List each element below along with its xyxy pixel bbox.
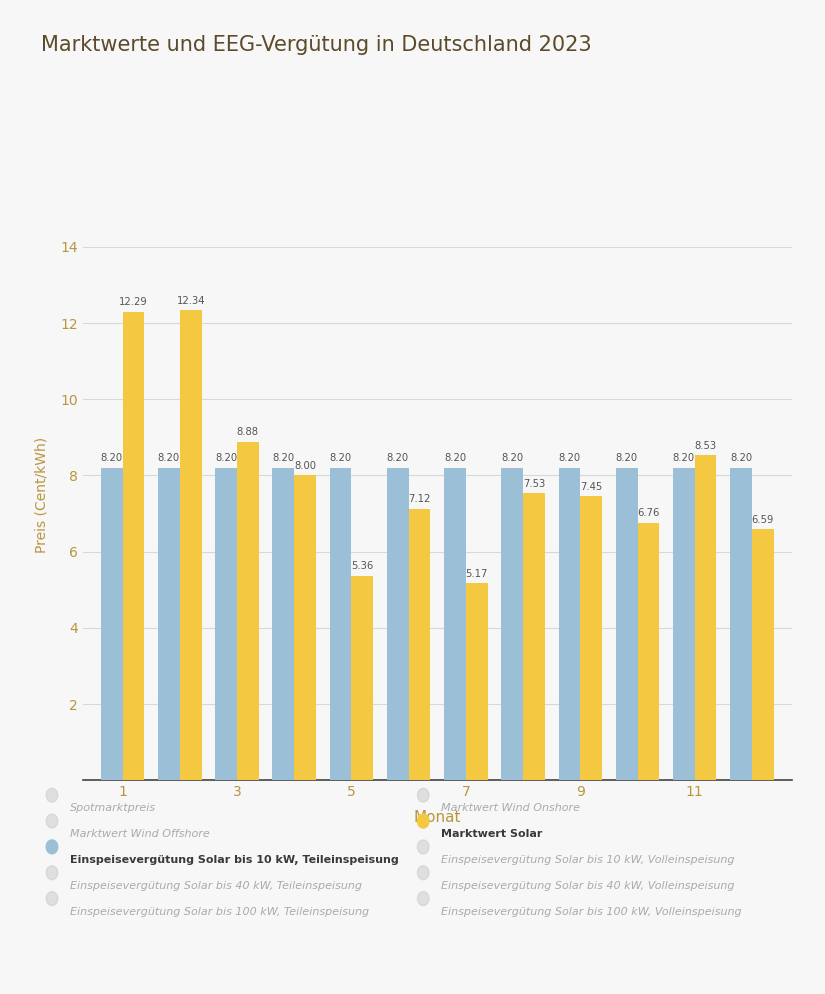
- Text: 8.20: 8.20: [673, 453, 695, 463]
- Bar: [123, 312, 144, 780]
- Bar: [752, 529, 774, 780]
- Y-axis label: Preis (Cent/kWh): Preis (Cent/kWh): [35, 436, 49, 553]
- Text: Marktwert Solar: Marktwert Solar: [441, 829, 543, 839]
- Bar: [580, 496, 602, 780]
- Text: 7.45: 7.45: [580, 482, 602, 492]
- Bar: [330, 468, 351, 780]
- Bar: [180, 310, 201, 780]
- Text: 8.20: 8.20: [329, 453, 351, 463]
- Bar: [295, 475, 316, 780]
- Text: Marktwert Wind Offshore: Marktwert Wind Offshore: [70, 829, 210, 839]
- Text: 8.20: 8.20: [272, 453, 295, 463]
- Text: 7.53: 7.53: [523, 479, 545, 489]
- Text: Einspeisevergütung Solar bis 40 kW, Volleinspeisung: Einspeisevergütung Solar bis 40 kW, Voll…: [441, 881, 735, 891]
- Bar: [387, 468, 408, 780]
- Text: 8.20: 8.20: [444, 453, 466, 463]
- Text: 8.20: 8.20: [101, 453, 123, 463]
- Text: 8.20: 8.20: [559, 453, 581, 463]
- Bar: [466, 583, 488, 780]
- Text: 6.59: 6.59: [752, 515, 774, 525]
- Text: 8.20: 8.20: [501, 453, 523, 463]
- Text: 8.20: 8.20: [615, 453, 638, 463]
- Text: 8.20: 8.20: [730, 453, 752, 463]
- Bar: [638, 523, 659, 780]
- Text: 5.17: 5.17: [465, 569, 488, 579]
- Text: Einspeisevergütung Solar bis 10 kW, Teileinspeisung: Einspeisevergütung Solar bis 10 kW, Teil…: [70, 855, 398, 865]
- Text: 8.20: 8.20: [215, 453, 237, 463]
- Text: 8.88: 8.88: [237, 427, 259, 437]
- Bar: [158, 468, 180, 780]
- Text: 5.36: 5.36: [351, 562, 374, 572]
- Bar: [559, 468, 580, 780]
- Bar: [351, 577, 373, 780]
- Bar: [101, 468, 123, 780]
- Bar: [272, 468, 295, 780]
- Text: Einspeisevergütung Solar bis 10 kW, Volleinspeisung: Einspeisevergütung Solar bis 10 kW, Voll…: [441, 855, 735, 865]
- Bar: [408, 509, 431, 780]
- Bar: [215, 468, 237, 780]
- Bar: [444, 468, 466, 780]
- Text: Marktwerte und EEG-Vergütung in Deutschland 2023: Marktwerte und EEG-Vergütung in Deutschl…: [41, 35, 592, 55]
- Bar: [523, 493, 544, 780]
- Bar: [615, 468, 638, 780]
- Text: 8.00: 8.00: [294, 461, 316, 471]
- Text: Einspeisevergütung Solar bis 40 kW, Teileinspeisung: Einspeisevergütung Solar bis 40 kW, Teil…: [70, 881, 362, 891]
- Text: Einspeisevergütung Solar bis 100 kW, Teileinspeisung: Einspeisevergütung Solar bis 100 kW, Tei…: [70, 907, 370, 916]
- Bar: [237, 442, 259, 780]
- Text: 6.76: 6.76: [637, 508, 659, 518]
- Text: Spotmarktpreis: Spotmarktpreis: [70, 803, 156, 813]
- Text: 8.53: 8.53: [695, 440, 717, 450]
- Text: Einspeisevergütung Solar bis 100 kW, Volleinspeisung: Einspeisevergütung Solar bis 100 kW, Vol…: [441, 907, 742, 916]
- Text: 8.20: 8.20: [158, 453, 180, 463]
- Bar: [502, 468, 523, 780]
- Text: 7.12: 7.12: [408, 494, 431, 504]
- Text: Marktwert Wind Onshore: Marktwert Wind Onshore: [441, 803, 580, 813]
- Text: 12.34: 12.34: [177, 295, 205, 305]
- X-axis label: Monat: Monat: [413, 810, 461, 825]
- Bar: [695, 455, 716, 780]
- Bar: [730, 468, 752, 780]
- Bar: [673, 468, 695, 780]
- Text: 8.20: 8.20: [387, 453, 409, 463]
- Text: 12.29: 12.29: [119, 297, 148, 307]
